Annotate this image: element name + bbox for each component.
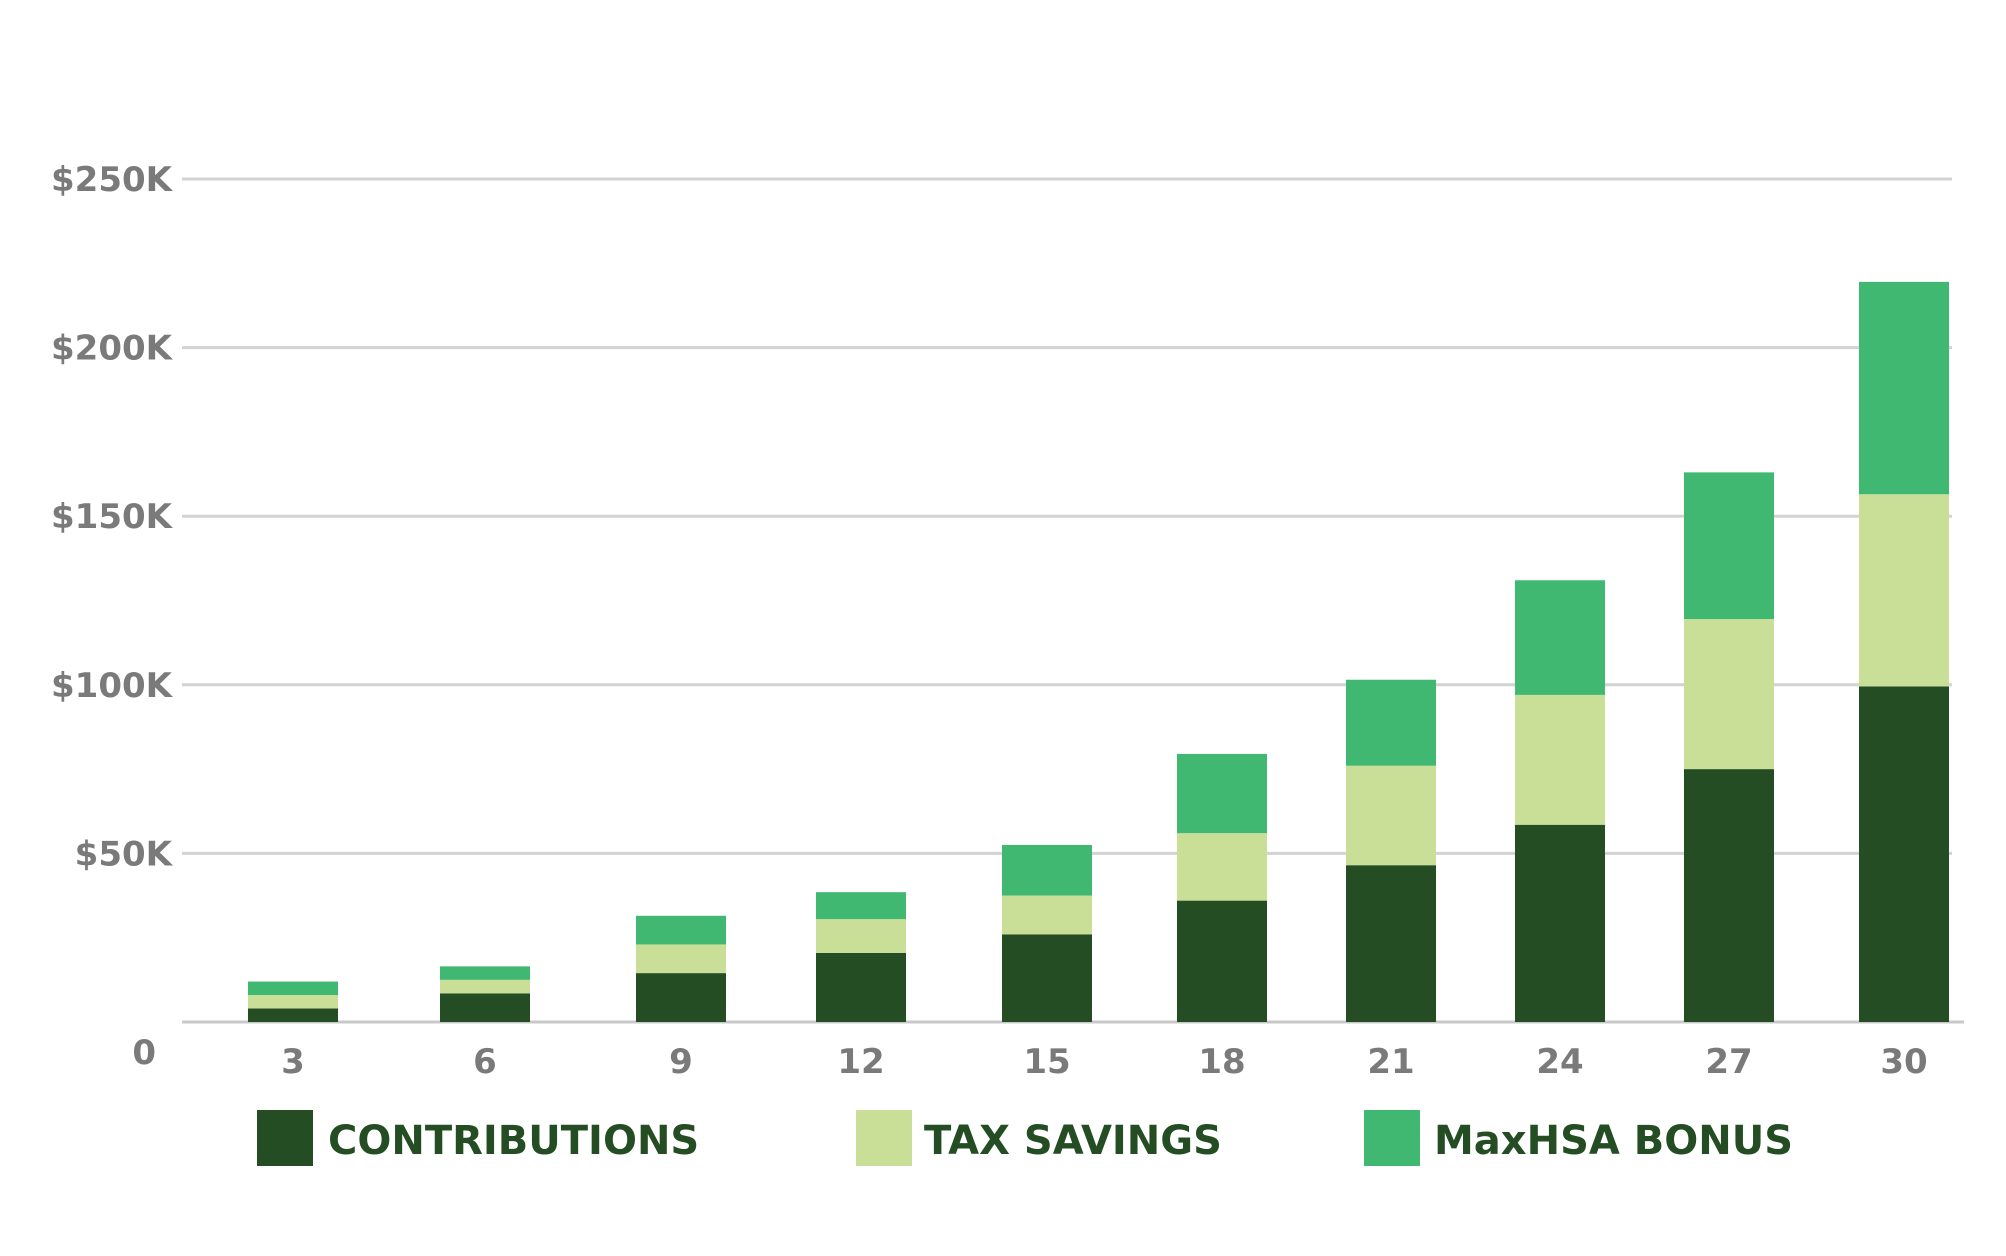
y-tick-label: $100K	[51, 666, 174, 706]
x-tick-label: 3	[281, 1042, 305, 1082]
bar-segment-contributions-15	[1002, 934, 1092, 1022]
bar-segment-contributions-30	[1859, 686, 1949, 1022]
legend-label-maxhsa-bonus: MaxHSA BONUS	[1434, 1118, 1793, 1164]
bar-segment-maxhsa-bonus-21	[1346, 679, 1436, 766]
bar-segment-maxhsa-bonus-18	[1177, 753, 1267, 834]
bar-segment-contributions-24	[1515, 824, 1605, 1022]
bar-segment-tax-savings-12	[816, 919, 906, 953]
x-tick-label: 9	[669, 1042, 693, 1082]
y-tick-label: 0	[132, 1033, 156, 1073]
bar-segment-maxhsa-bonus-30	[1859, 281, 1949, 495]
bar-segment-tax-savings-15	[1002, 895, 1092, 935]
legend-label-contributions: CONTRIBUTIONS	[328, 1118, 699, 1164]
y-axis-ticks: 0 $50K $100K $150K $200K $250K	[51, 160, 174, 1073]
y-tick-label: $200K	[51, 329, 174, 369]
bar-segment-contributions-18	[1177, 900, 1267, 1022]
legend-swatch-maxhsa-bonus	[1364, 1110, 1420, 1166]
bar-segment-tax-savings-6	[440, 979, 530, 994]
x-tick-label: 6	[473, 1042, 497, 1082]
bar-segment-tax-savings-9	[636, 944, 726, 974]
y-tick-label: $250K	[51, 160, 174, 200]
legend-label-tax-savings: TAX SAVINGS	[924, 1118, 1222, 1164]
y-tick-label: $50K	[75, 834, 174, 874]
legend: CONTRIBUTIONS TAX SAVINGS MaxHSA BONUS	[257, 1110, 1793, 1166]
y-tick-label: $150K	[51, 497, 174, 537]
x-tick-label: 12	[837, 1042, 884, 1082]
bar-segment-tax-savings-27	[1684, 619, 1774, 770]
bar-segment-contributions-12	[816, 952, 906, 1022]
bar-segment-maxhsa-bonus-9	[636, 915, 726, 945]
bar-segment-maxhsa-bonus-27	[1684, 472, 1774, 620]
gridlines	[182, 177, 1964, 1024]
x-tick-label: 27	[1705, 1042, 1752, 1082]
bar-segment-maxhsa-bonus-6	[440, 966, 530, 980]
bar-segment-tax-savings-24	[1515, 694, 1605, 825]
bar-segment-tax-savings-3	[248, 995, 338, 1009]
legend-swatch-tax-savings	[856, 1110, 912, 1166]
bar-segment-maxhsa-bonus-3	[248, 981, 338, 996]
bar-segment-maxhsa-bonus-24	[1515, 580, 1605, 695]
bar-segment-tax-savings-18	[1177, 833, 1267, 901]
x-tick-label: 18	[1198, 1042, 1245, 1082]
x-tick-label: 30	[1880, 1042, 1927, 1082]
legend-swatch-contributions	[257, 1110, 313, 1166]
bar-segment-tax-savings-21	[1346, 765, 1436, 866]
bar-segment-maxhsa-bonus-15	[1002, 844, 1092, 896]
bar-segment-contributions-3	[248, 1008, 338, 1022]
bar-segment-contributions-6	[440, 993, 530, 1022]
x-axis-ticks: 3 6 9 12 15 18 21 24 27 30	[281, 1042, 1928, 1082]
x-tick-label: 24	[1536, 1042, 1583, 1082]
bars	[248, 281, 1949, 1022]
x-tick-label: 15	[1023, 1042, 1070, 1082]
bar-segment-maxhsa-bonus-12	[816, 892, 906, 920]
bar-segment-contributions-21	[1346, 865, 1436, 1022]
bar-segment-contributions-9	[636, 973, 726, 1022]
x-tick-label: 21	[1367, 1042, 1414, 1082]
bar-segment-tax-savings-30	[1859, 494, 1949, 687]
bar-segment-contributions-27	[1684, 769, 1774, 1022]
